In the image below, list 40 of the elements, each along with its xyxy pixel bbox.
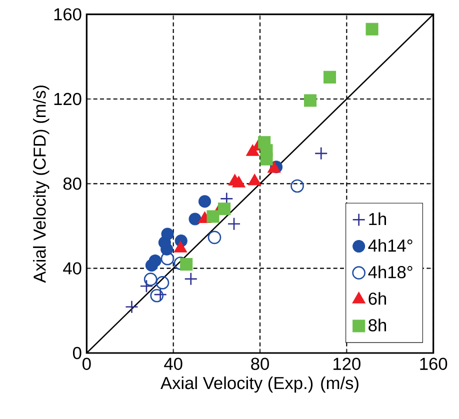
point <box>304 94 317 107</box>
point <box>227 217 241 231</box>
point <box>366 22 378 36</box>
y-tick-label: 40 <box>63 262 82 274</box>
point <box>198 195 212 208</box>
point <box>125 300 138 314</box>
point <box>150 288 164 302</box>
point <box>161 228 174 240</box>
point <box>290 179 304 193</box>
legend-label: 4h18° <box>368 266 412 278</box>
point <box>324 70 336 84</box>
point <box>154 288 168 302</box>
point <box>218 202 231 216</box>
point <box>144 272 158 286</box>
y-tick-label: 160 <box>54 8 82 20</box>
legend-label: 4h14° <box>368 238 412 252</box>
point <box>140 279 154 293</box>
x-tick-label: 160 <box>420 358 448 370</box>
x-tick-label: 0 <box>82 358 91 370</box>
x-tick-label: 80 <box>251 358 269 370</box>
point <box>160 252 174 266</box>
point <box>148 254 162 267</box>
y-tick-label: 120 <box>54 92 82 106</box>
x-tick-label: 120 <box>334 358 360 370</box>
y-tick-label: 0 <box>72 346 82 360</box>
point <box>184 272 198 286</box>
y-tick-label: 80 <box>63 178 82 190</box>
point <box>260 152 273 166</box>
point <box>206 210 220 223</box>
point <box>180 258 193 271</box>
point <box>314 146 328 160</box>
point <box>156 276 170 290</box>
x-axis-title: Axial Velocity (Exp.) (m/s) <box>160 376 358 393</box>
y-axis-title: Axial Velocity (CFD) (m/s) <box>33 86 50 283</box>
legend-label: 8h <box>368 318 386 332</box>
point <box>188 212 202 226</box>
legend-label: 1h <box>369 212 386 226</box>
point <box>208 230 222 244</box>
x-tick-label: 40 <box>164 358 182 370</box>
legend-label: 6h <box>368 292 386 305</box>
